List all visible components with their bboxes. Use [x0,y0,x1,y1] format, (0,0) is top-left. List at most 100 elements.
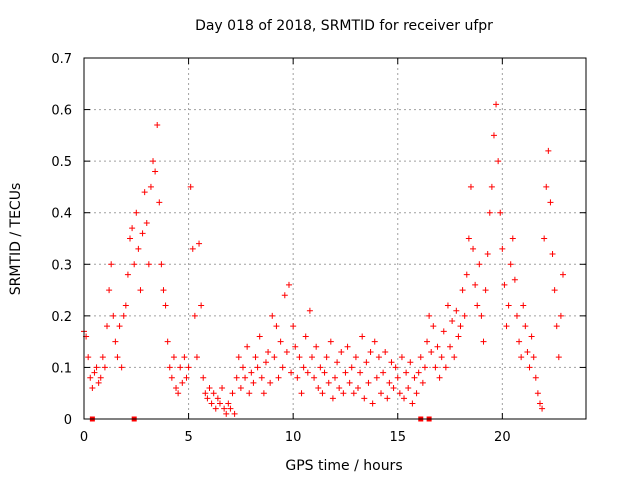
data-point [237,385,244,392]
data-point [152,168,159,175]
data-point [505,302,512,309]
x-tick-label: 20 [494,430,511,445]
data-point [258,374,265,381]
data-point [248,369,255,376]
data-point [373,374,380,381]
data-point [313,343,320,350]
x-tick-label: 10 [285,430,302,445]
data-point [160,287,167,294]
data-point [472,281,479,288]
y-tick-label: 0.3 [51,258,72,273]
data-point [486,209,493,216]
chart-title: Day 018 of 2018, SRMTID for receiver ufp… [195,18,493,34]
data-point [501,281,508,288]
data-point [348,364,355,371]
data-point [350,390,357,397]
data-point [451,354,458,361]
y-tick-label: 0.7 [51,52,72,67]
data-point [352,354,359,361]
data-point [231,410,238,417]
data-point [122,302,129,309]
data-point [438,354,445,361]
data-point [365,379,372,386]
data-point [275,374,282,381]
data-point [369,400,376,407]
data-point [246,390,253,397]
y-tick-label: 0.6 [51,104,72,119]
data-point [150,158,157,165]
data-point [110,312,117,319]
data-point [135,245,142,252]
data-point [170,354,177,361]
data-point [189,245,196,252]
x-tick-label: 0 [80,430,88,445]
data-point [294,374,301,381]
data-point [292,343,299,350]
data-point [143,220,150,227]
data-point [95,379,102,386]
data-point [511,276,518,283]
data-point [534,390,541,397]
y-tick-label: 0 [64,413,72,428]
data-point [375,354,382,361]
data-point [242,374,249,381]
data-point [106,287,113,294]
data-point [392,364,399,371]
data-point [120,312,127,319]
data-point [327,338,334,345]
data-point [384,395,391,402]
data-point [271,354,278,361]
data-point [177,364,184,371]
data-point [509,235,516,242]
data-point [497,209,504,216]
data-point [145,261,152,268]
data-point [285,281,292,288]
data-point [495,158,502,165]
data-point [516,338,523,345]
data-point [227,405,234,412]
data-points [81,101,566,417]
data-point [449,318,456,325]
data-point [288,369,295,376]
data-point [85,354,92,361]
data-point [99,354,106,361]
data-point [219,385,226,392]
data-point [206,385,213,392]
data-point [344,343,351,350]
data-point [359,333,366,340]
y-tick-label: 0.1 [51,361,72,376]
data-point [361,395,368,402]
data-point [482,287,489,294]
data-point [173,385,180,392]
data-point [89,385,96,392]
data-point [530,354,537,361]
data-point [281,292,288,299]
data-point [319,390,326,397]
data-point [137,287,144,294]
x-axis-label: GPS time / hours [285,458,402,474]
data-point [179,379,186,386]
data-point [553,323,560,330]
data-point [465,235,472,242]
data-point [355,385,362,392]
data-point [467,183,474,190]
data-point [254,364,261,371]
data-point [97,374,104,381]
data-point [139,230,146,237]
data-point [440,328,447,335]
data-point [382,348,389,355]
x-tick-label: 15 [389,430,406,445]
data-point [432,364,439,371]
data-point [200,374,207,381]
data-point [503,323,510,330]
data-point [522,323,529,330]
data-point [411,374,418,381]
data-point [166,364,173,371]
data-point [311,374,318,381]
data-point [536,400,543,407]
y-tick-label: 0.5 [51,155,72,170]
data-point [428,348,435,355]
data-point [168,374,175,381]
data-point [133,209,140,216]
